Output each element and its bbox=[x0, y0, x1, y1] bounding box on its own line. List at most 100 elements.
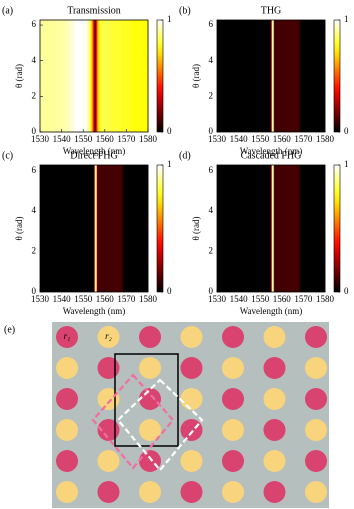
heat-cell bbox=[90, 20, 93, 132]
heat-cell bbox=[40, 20, 46, 132]
heat-cell bbox=[74, 20, 80, 132]
colorbar-tick-label: 1 bbox=[167, 14, 172, 24]
panel-label: (e) bbox=[4, 324, 15, 335]
photonic-crystal: r₁ r₂ bbox=[52, 322, 329, 508]
panel-label: (d) bbox=[179, 150, 191, 161]
x-tick-label: 1580 bbox=[316, 294, 335, 304]
y-tick-label: 4 bbox=[32, 55, 37, 65]
x-tick-label: 1570 bbox=[117, 294, 136, 304]
rod bbox=[180, 326, 203, 348]
rod bbox=[305, 419, 327, 441]
rod bbox=[56, 481, 78, 503]
heat-cell bbox=[88, 20, 92, 132]
heat-cell bbox=[271, 20, 273, 132]
rod bbox=[305, 357, 327, 379]
heat-cell bbox=[217, 165, 244, 292]
rod bbox=[263, 357, 286, 379]
heat-cell bbox=[97, 20, 100, 132]
rod bbox=[56, 388, 78, 410]
heat-cell bbox=[94, 165, 96, 292]
heat-cell bbox=[56, 20, 66, 132]
colorbar-tick-label: 1 bbox=[344, 159, 349, 169]
y-tick-label: 4 bbox=[209, 205, 214, 215]
rod bbox=[305, 388, 327, 410]
x-tick-label: 1550 bbox=[251, 134, 270, 144]
unit-cell-rotated bbox=[116, 378, 204, 472]
panel-label: (b) bbox=[179, 5, 191, 16]
rod bbox=[263, 481, 286, 503]
rod bbox=[139, 357, 161, 379]
colorbar-tick-label: 0 bbox=[344, 126, 349, 136]
rod bbox=[97, 481, 120, 503]
x-tick-label: 1550 bbox=[251, 294, 270, 304]
rod bbox=[222, 326, 244, 348]
x-tick-label: 1540 bbox=[230, 134, 249, 144]
rod bbox=[97, 419, 120, 441]
rod bbox=[263, 388, 286, 410]
heat-cell bbox=[83, 20, 87, 132]
rod bbox=[56, 326, 78, 348]
panel-label: (a) bbox=[2, 5, 13, 16]
heat-cell bbox=[274, 165, 301, 292]
y-tick-label: 6 bbox=[32, 165, 37, 175]
rod bbox=[263, 450, 286, 472]
heat-cell bbox=[97, 165, 124, 292]
y-tick-label: 0 bbox=[209, 286, 214, 296]
rod bbox=[305, 326, 327, 348]
colorbar bbox=[156, 19, 164, 133]
y-axis-label: θ (rad) bbox=[14, 64, 24, 88]
unit-cell bbox=[114, 353, 179, 447]
x-tick-label: 1550 bbox=[74, 294, 93, 304]
x-tick-label: 1580 bbox=[139, 134, 158, 144]
heat-cell bbox=[93, 165, 95, 292]
rod bbox=[180, 388, 203, 410]
rod bbox=[56, 450, 78, 472]
heat-cell bbox=[270, 20, 272, 132]
y-tick-label: 2 bbox=[32, 246, 37, 256]
rod bbox=[180, 419, 203, 441]
x-tick-label: 1560 bbox=[96, 134, 115, 144]
heat-cell bbox=[271, 20, 273, 132]
heat-cell bbox=[131, 20, 143, 132]
heat-cell bbox=[95, 165, 97, 292]
colorbar bbox=[333, 164, 341, 293]
heat-cell bbox=[142, 20, 149, 132]
x-tick-label: 1570 bbox=[294, 294, 313, 304]
y-tick-label: 6 bbox=[209, 165, 214, 175]
heat-cell bbox=[271, 165, 273, 292]
plot-frame bbox=[216, 19, 326, 133]
colorbar-tick-label: 1 bbox=[344, 14, 349, 24]
colorbar-tick-label: 0 bbox=[167, 286, 172, 296]
heat-cell bbox=[271, 165, 273, 292]
rod bbox=[56, 419, 78, 441]
heat-cell bbox=[243, 20, 271, 132]
heat-cell bbox=[93, 20, 95, 132]
y-tick-label: 2 bbox=[209, 90, 214, 100]
rod bbox=[139, 326, 161, 348]
x-tick-label: 1570 bbox=[294, 134, 313, 144]
x-tick-label: 1560 bbox=[273, 134, 292, 144]
y-tick-label: 4 bbox=[209, 55, 214, 65]
x-tick-label: 1530 bbox=[208, 134, 227, 144]
rod bbox=[305, 450, 327, 472]
rod bbox=[97, 357, 120, 379]
heat-cell bbox=[64, 20, 71, 132]
x-tick-label: 1560 bbox=[273, 294, 292, 304]
rod bbox=[139, 481, 161, 503]
heat-cell bbox=[78, 20, 84, 132]
heat-cell bbox=[272, 20, 274, 132]
x-axis-label: Wavelength (nm) bbox=[240, 146, 303, 156]
heat-cell bbox=[122, 165, 149, 292]
rod-label: r₂ bbox=[105, 331, 112, 341]
x-tick-label: 1580 bbox=[316, 134, 335, 144]
heat-cell bbox=[102, 20, 111, 132]
heat-cell bbox=[70, 20, 75, 132]
y-tick-label: 6 bbox=[32, 19, 37, 29]
y-axis-label: θ (rad) bbox=[191, 64, 201, 88]
colorbar-tick-label: 0 bbox=[167, 126, 172, 136]
rod bbox=[97, 388, 120, 410]
rod bbox=[222, 419, 244, 441]
heat-cell bbox=[270, 165, 272, 292]
colorbar-tick-label: 0 bbox=[344, 286, 349, 296]
